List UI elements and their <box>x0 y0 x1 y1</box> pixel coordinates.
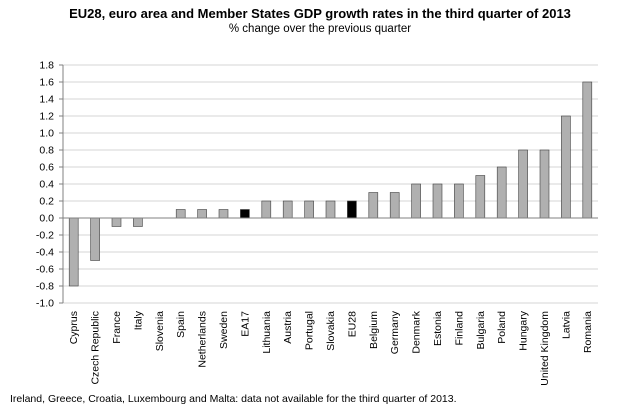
y-tick-label: 0.6 <box>39 162 54 174</box>
y-tick-label: 1.4 <box>39 94 54 106</box>
bar-ea17 <box>240 209 250 219</box>
x-tick-label: Slovakia <box>325 311 337 351</box>
x-tick-label: EU28 <box>346 311 358 337</box>
x-tick-label: Sweden <box>218 311 230 349</box>
bar-chart: 1.8 1.6 1.4 1.2 1.0 0.8 0.6 0.4 0.2 0.0 -0.2 -0.4 -0… <box>36 60 598 386</box>
bar-romania <box>582 81 593 219</box>
y-tick-label: 0.4 <box>39 179 54 191</box>
bar-eu28 <box>347 200 357 219</box>
y-tick-label: 0.8 <box>39 145 54 157</box>
footnote: Ireland, Greece, Croatia, Luxembourg and… <box>10 393 457 405</box>
y-tick-label: -0.2 <box>36 230 54 242</box>
x-tick-label: Estonia <box>432 311 444 346</box>
x-tick-label: Hungary <box>518 310 530 350</box>
chart-subtitle: % change over the previous quarter <box>228 23 412 35</box>
y-tick-label: 0.0 <box>39 213 54 225</box>
x-tick-label: Austria <box>282 311 294 344</box>
x-tick-label: France <box>111 311 123 344</box>
bar-hungary <box>518 149 528 219</box>
chart-title: EU28, euro area and Member States GDP gr… <box>69 6 571 21</box>
bar-italy <box>133 217 143 227</box>
x-tick-label: Czech Republic <box>90 311 102 385</box>
x-tick-label: Lithuania <box>261 311 273 354</box>
bar-portugal <box>304 200 314 219</box>
bar-estonia <box>432 183 443 219</box>
bar-bulgaria <box>475 175 486 219</box>
x-tick-label: Spain <box>175 311 187 338</box>
y-tick-label: 1.8 <box>39 60 54 72</box>
bar-czech-republic <box>90 217 100 261</box>
x-tick-label: Portugal <box>304 311 316 350</box>
y-tick-label: 0.2 <box>39 196 54 208</box>
y-tick-label: 1.2 <box>39 111 54 123</box>
bar-germany <box>389 192 400 219</box>
y-tick-label: 1.6 <box>39 77 54 89</box>
bar-slovakia <box>325 200 336 219</box>
x-tick-label: Slovenia <box>154 311 166 351</box>
x-tick-label: Belgium <box>368 311 380 349</box>
bar-cyprus <box>68 217 79 287</box>
bar-france <box>111 217 122 227</box>
bar-latvia <box>561 115 571 219</box>
x-tick-label: Poland <box>496 311 508 344</box>
bar-lithuania <box>261 200 272 219</box>
x-tick-label: United Kingdom <box>539 311 551 386</box>
bar-belgium <box>368 192 379 219</box>
x-tick-label: Netherlands <box>197 311 209 368</box>
x-tick-label: EA17 <box>239 311 251 337</box>
y-tick-label: -0.6 <box>36 264 54 276</box>
x-tick-label: Denmark <box>411 310 423 353</box>
y-tick-label: -0.4 <box>36 247 54 259</box>
chart-area: 1.8 1.6 1.4 1.2 1.0 0.8 0.6 0.4 0.2 0.0 -0.2 -0.4 -0… <box>0 48 640 386</box>
y-tick-label: 1.0 <box>39 128 54 140</box>
bar-sweden <box>218 209 229 219</box>
bar-finland <box>454 183 464 219</box>
bar-austria <box>282 200 293 219</box>
x-tick-label: Italy <box>132 310 144 330</box>
x-tick-label: Bulgaria <box>475 311 487 350</box>
bar-poland <box>496 166 507 219</box>
bar-denmark <box>411 183 421 219</box>
x-tick-label: Latvia <box>560 311 572 339</box>
bar-netherlands <box>197 209 207 219</box>
y-tick-label: -0.8 <box>36 281 54 293</box>
x-tick-label: Germany <box>389 310 401 354</box>
x-tick-label: Cyprus <box>68 311 80 344</box>
bar-spain <box>175 209 186 219</box>
bar-united-kingdom <box>539 149 550 219</box>
x-tick-label: Romania <box>582 311 594 353</box>
y-tick-label: -1.0 <box>36 298 54 310</box>
x-tick-label: Finland <box>453 311 465 346</box>
